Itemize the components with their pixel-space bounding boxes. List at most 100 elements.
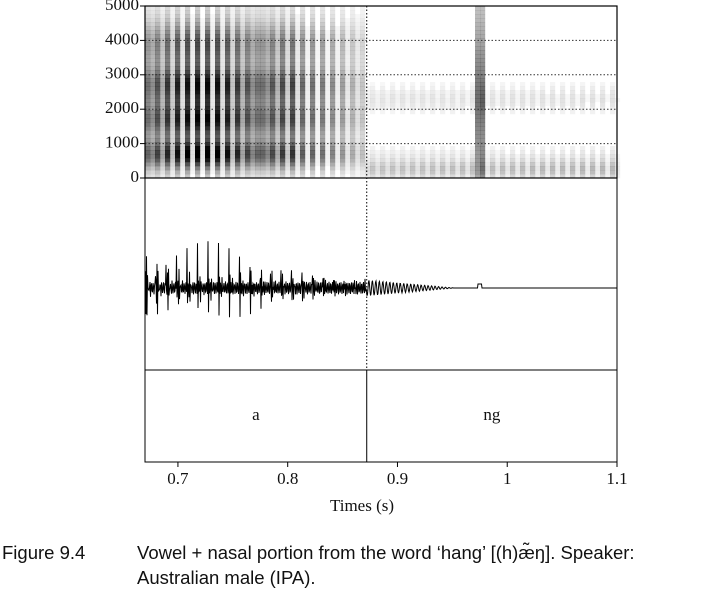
spectrogram-cell: [180, 22, 186, 27]
spectrogram-cell: [210, 50, 216, 55]
spectrogram-cell: [360, 102, 366, 107]
spectrogram-cell: [165, 58, 171, 63]
spectrogram-cell: [220, 174, 226, 179]
spectrogram-cell: [220, 114, 226, 119]
spectrogram-cell: [500, 94, 506, 99]
spectrogram-cell: [285, 126, 291, 131]
spectrogram-cell: [375, 150, 381, 155]
spectrogram-cell: [165, 174, 171, 179]
spectrogram-cell: [475, 146, 481, 151]
spectrogram-cell: [420, 82, 426, 87]
spectrogram-cell: [245, 94, 251, 99]
spectrogram-cell: [580, 86, 586, 91]
spectrogram-cell: [510, 86, 516, 91]
spectrogram-cell: [205, 166, 211, 171]
spectrogram-cell: [325, 138, 331, 143]
spectrogram-cell: [235, 146, 241, 151]
spectrogram-cell: [285, 150, 291, 155]
spectrogram-cell: [265, 22, 271, 27]
spectrogram-cell: [350, 82, 356, 87]
spectrogram-cell: [185, 150, 191, 155]
spectrogram-cell: [245, 110, 251, 115]
spectrogram-cell: [225, 174, 231, 179]
spectrogram-cell: [275, 46, 281, 51]
spectrogram-cell: [185, 14, 191, 19]
spectrogram-cell: [605, 94, 610, 98]
spectrogram-cell: [380, 166, 386, 171]
spectrogram-cell: [150, 110, 156, 115]
spectrogram-cell: [225, 94, 231, 99]
spectrogram-cell: [245, 166, 251, 171]
spectrogram-cell: [210, 14, 215, 18]
spectrogram-cell: [290, 74, 296, 79]
spectrogram-cell: [485, 94, 491, 99]
spectrogram-cell: [390, 166, 396, 171]
spectrogram-cell: [470, 86, 476, 91]
spectrogram-cell: [450, 166, 456, 171]
spectrogram-cell: [255, 150, 261, 155]
spectrogram-cell: [220, 102, 226, 107]
spectrogram-cell: [255, 90, 261, 95]
spectrogram-cell: [235, 18, 241, 23]
spectrogram-cell: [210, 158, 216, 163]
spectrogram-cell: [280, 106, 286, 111]
spectrogram-cell: [315, 54, 321, 59]
spectrogram-cell: [295, 46, 301, 51]
spectrogram-cell: [490, 150, 496, 155]
spectrogram-cell: [510, 158, 516, 163]
spectrogram-cell: [225, 50, 231, 55]
spectrogram-cell: [225, 110, 231, 115]
spectrogram-cell: [315, 134, 321, 139]
spectrogram-cell: [520, 146, 526, 151]
spectrogram-cell: [320, 14, 326, 19]
spectrogram-cell: [315, 86, 321, 91]
spectrogram-cell: [235, 110, 241, 115]
spectrogram-cell: [370, 86, 376, 91]
spectrogram-cell: [200, 22, 206, 27]
spectrogram-cell: [170, 34, 176, 39]
spectrogram-cell: [340, 58, 346, 63]
spectrogram-cell: [245, 90, 251, 95]
spectrogram-cell: [245, 150, 251, 155]
y-tick-label: 4000: [105, 29, 139, 48]
spectrogram-cell: [450, 102, 456, 107]
spectrogram-cell: [240, 42, 246, 47]
spectrogram-cell: [160, 170, 166, 175]
spectrogram-cell: [230, 6, 236, 11]
spectrogram-cell: [265, 86, 271, 91]
spectrogram-cell: [280, 118, 286, 123]
spectrogram-cell: [165, 34, 171, 39]
spectrogram-cell: [275, 150, 281, 155]
spectrogram-cell: [330, 26, 336, 31]
spectrogram-cell: [165, 30, 171, 35]
spectrogram-cell: [405, 166, 411, 171]
spectrogram-cell: [535, 174, 541, 179]
spectrogram-cell: [145, 166, 151, 171]
spectrogram-cell: [300, 98, 306, 103]
spectrogram-cell: [260, 50, 266, 55]
spectrogram-cell: [480, 18, 486, 23]
spectrogram-cell: [295, 138, 301, 143]
spectrogram-cell: [350, 150, 356, 155]
spectrogram-cell: [350, 50, 356, 55]
spectrogram-cell: [350, 98, 356, 103]
spectrogram-cell: [540, 170, 546, 175]
spectrogram-cell: [315, 118, 321, 123]
spectrogram-cell: [245, 22, 251, 27]
spectrogram-cell: [345, 78, 351, 83]
spectrogram-cell: [210, 162, 216, 167]
spectrogram-cell: [360, 114, 366, 119]
spectrogram-cell: [215, 46, 221, 51]
spectrogram-cell: [245, 174, 251, 179]
spectrogram-cell: [550, 98, 556, 103]
spectrogram-cell: [155, 14, 161, 19]
spectrogram-cell: [205, 134, 211, 139]
spectrogram-cell: [285, 130, 291, 135]
spectrogram-cell: [190, 138, 196, 143]
spectrogram-cell: [155, 126, 161, 131]
spectrogram-cell: [355, 82, 361, 87]
spectrogram-cell: [210, 138, 216, 143]
spectrogram-cell: [145, 170, 151, 175]
spectrogram-cell: [495, 102, 501, 107]
